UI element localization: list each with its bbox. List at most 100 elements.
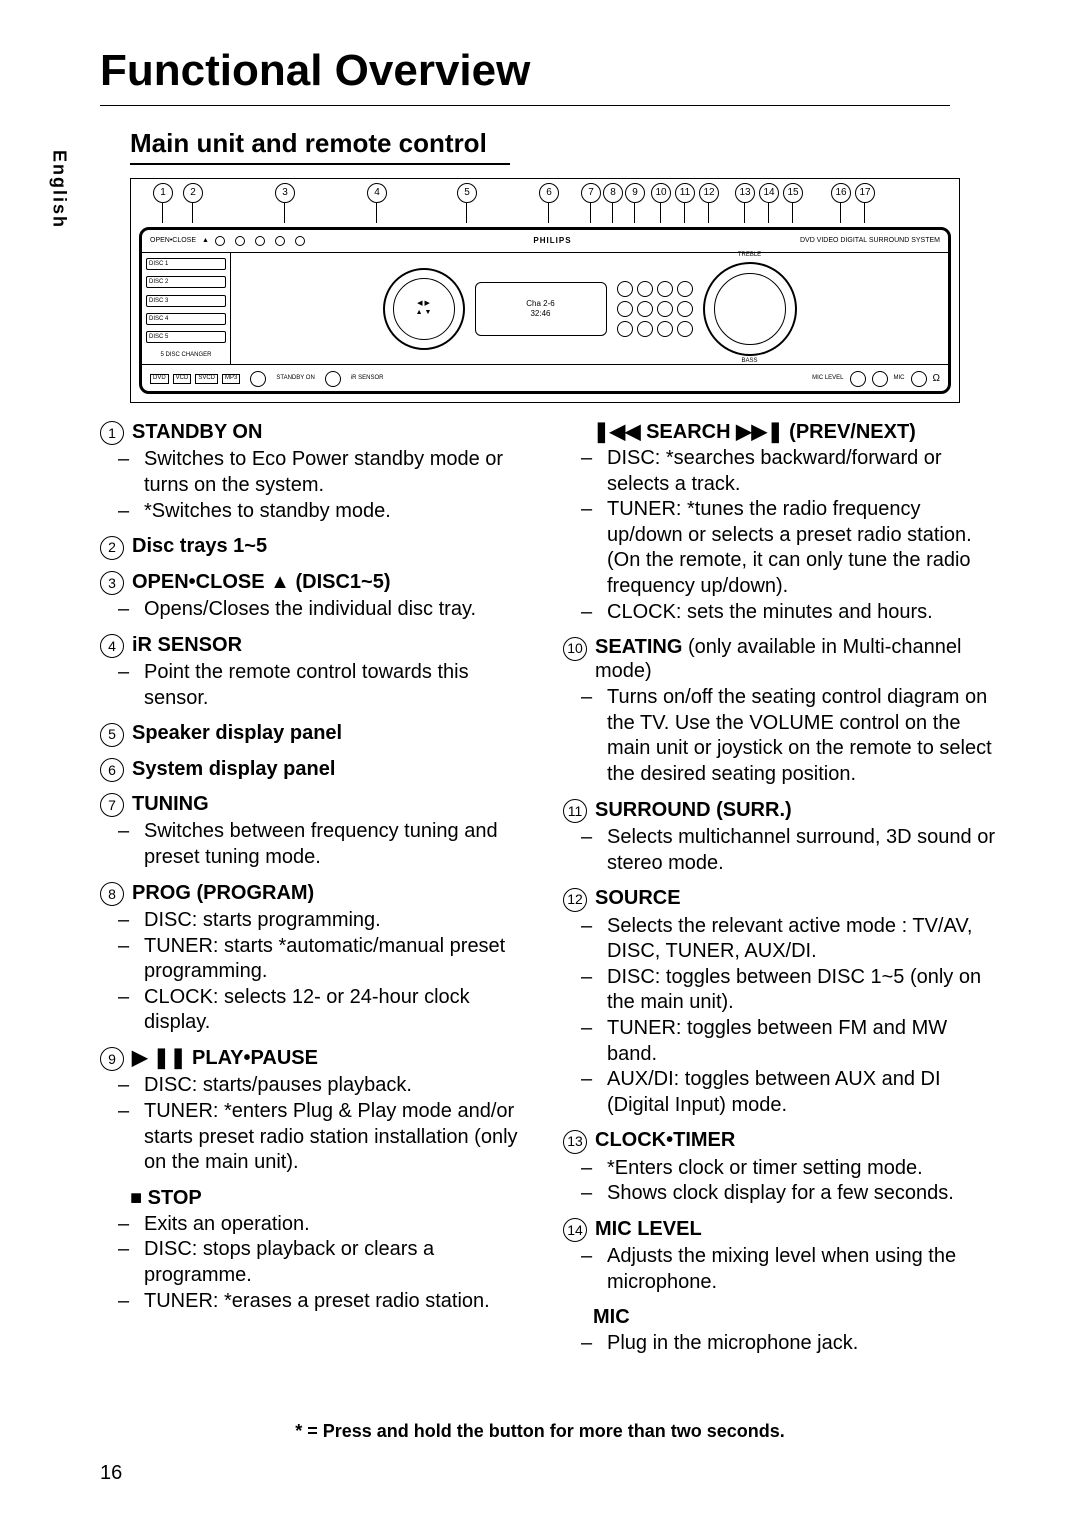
circled-number: 5 [100, 723, 124, 747]
page-title: Functional Overview [100, 45, 530, 98]
ir-sensor-icon [325, 371, 341, 387]
bullet: Opens/Closes the individual disc tray. [100, 597, 537, 623]
callout-number: 5 [457, 183, 477, 203]
feature-item: 5 Speaker display panel [100, 721, 537, 746]
item-heading: 5 Speaker display panel [100, 721, 537, 746]
circled-number: 10 [563, 637, 587, 661]
circled-number: 12 [563, 888, 587, 912]
bullet: Switches to Eco Power standby mode or tu… [100, 447, 537, 498]
display-panel: Cha 2-6 32:46 [475, 282, 607, 336]
unit-outline: OPEN•CLOSE ▲ PHILIPS DVD VIDEO DIGITAL S… [139, 227, 951, 394]
language-tab: English [48, 150, 70, 229]
item-label: SURROUND (SURR.) [595, 798, 792, 822]
item-heading: 8PROG (PROGRAM) [100, 881, 537, 906]
item-label: TUNING [132, 792, 209, 816]
disc-slot: DISC 3 [146, 295, 226, 307]
standby-button-icon [250, 371, 266, 387]
callout-number: 17 [855, 183, 875, 203]
format-badges: DVD VCD SVCD MP3 [150, 374, 240, 383]
feature-item: 4iR SENSORPoint the remote control towar… [100, 633, 537, 712]
item-label: Speaker display panel [132, 721, 342, 745]
circled-number: 7 [100, 793, 124, 817]
bullet: Turns on/off the seating control diagram… [563, 685, 1000, 787]
feature-item: 1 STANDBY ON Switches to Eco Power standby… [100, 420, 537, 524]
item-heading: 10 SEATING (only available in Multi-chann… [563, 635, 1000, 683]
bullet: Switches between frequency tuning and pr… [100, 819, 537, 870]
bullet: Adjusts the mixing level when using the … [563, 1244, 1000, 1295]
volume-knob [703, 262, 797, 356]
callout-number: 4 [367, 183, 387, 203]
open-close-label: OPEN•CLOSE [150, 237, 196, 245]
item-heading: 4iR SENSOR [100, 633, 537, 658]
circled-number: 2 [100, 536, 124, 560]
callout-number: 7 [581, 183, 601, 203]
bullet: CLOCK: selects 12- or 24-hour clock disp… [100, 985, 537, 1036]
feature-item: 11SURROUND (SURR.)Selects multichannel s… [563, 798, 1000, 877]
page-number: 16 [100, 1461, 122, 1485]
circled-number: 6 [100, 758, 124, 782]
bullet: TUNER: *enters Plug & Play mode and/or s… [100, 1099, 537, 1176]
callout-number: 3 [275, 183, 295, 203]
circled-number: 9 [100, 1047, 124, 1071]
feature-item: 3OPEN•CLOSE ▲ (DISC1~5)Opens/Closes the … [100, 570, 537, 623]
item-label: STANDBY ON [132, 420, 262, 444]
callout-number: 1 [153, 183, 173, 203]
item-label: iR SENSOR [132, 633, 242, 657]
bullet: TUNER: toggles between FM and MW band. [563, 1016, 1000, 1067]
item-bullets: DISC: starts/pauses playback.TUNER: *ent… [100, 1073, 537, 1175]
item-bullets: Exits an operation.DISC: stops playback … [100, 1212, 537, 1314]
item-bullets: Switches between frequency tuning and pr… [100, 819, 537, 870]
changer-label: 5 DISC CHANGER [146, 352, 226, 359]
bullet: AUX/DI: toggles between AUX and DI (Digi… [563, 1067, 1000, 1118]
disc-slot: DISC 1 [146, 258, 226, 270]
bullet: DISC: stops playback or clears a program… [100, 1237, 537, 1288]
item-label: SEATING (only available in Multi-channel… [595, 635, 1000, 683]
standby-label: STANDBY ON [276, 375, 314, 382]
item-bullets: Opens/Closes the individual disc tray. [100, 597, 537, 623]
bullet: Point the remote control towards this se… [100, 660, 537, 711]
callout-number: 8 [603, 183, 623, 203]
callout-number: 11 [675, 183, 695, 203]
item-label: ▶ ❚❚ PLAY•PAUSE [132, 1046, 318, 1070]
callout-number: 2 [183, 183, 203, 203]
item-label: SOURCE [595, 886, 681, 910]
footnote: * = Press and hold the button for more t… [0, 1421, 1080, 1443]
item-bullets: Adjusts the mixing level when using the … [563, 1244, 1000, 1295]
item-label: PROG (PROGRAM) [132, 881, 314, 905]
item-heading: 14 MIC LEVEL [563, 1217, 1000, 1242]
feature-item: 7 TUNING Switches between frequency tuning… [100, 792, 537, 871]
bullet: TUNER: *tunes the radio frequency up/dow… [563, 497, 1000, 599]
eject-icon: ▲ [202, 237, 209, 245]
item-label: MIC LEVEL [595, 1217, 702, 1241]
item-bullets: Switches to Eco Power standby mode or tu… [100, 447, 537, 524]
circled-number: 14 [563, 1218, 587, 1242]
item-heading: 13CLOCK•TIMER [563, 1128, 1000, 1153]
circled-number: 1 [100, 421, 124, 445]
feature-item: ■ STOPExits an operation.DISC: stops pla… [100, 1186, 537, 1314]
item-heading: 6System display panel [100, 757, 537, 782]
feature-item: 10 SEATING (only available in Multi-chann… [563, 635, 1000, 787]
bullet: TUNER: *erases a preset radio station. [100, 1289, 537, 1315]
item-label: ❚◀◀ SEARCH ▶▶❚ (PREV/NEXT) [593, 420, 916, 444]
title-rule [100, 105, 950, 106]
circled-number: 13 [563, 1130, 587, 1154]
bullet: DISC: toggles between DISC 1~5 (only on … [563, 965, 1000, 1016]
unit-diagram: 1234567891011121314151617 OPEN•CLOSE ▲ P… [130, 178, 960, 403]
item-heading: ■ STOP [100, 1186, 537, 1210]
feature-item: 9 ▶ ❚❚ PLAY•PAUSE DISC: starts/pauses play… [100, 1046, 537, 1176]
bullet: Selects the relevant active mode : TV/AV… [563, 914, 1000, 965]
item-bullets: DISC: *searches backward/forward or sele… [563, 446, 1000, 625]
feature-item: ❚◀◀ SEARCH ▶▶❚ (PREV/NEXT)DISC: *searche… [563, 420, 1000, 625]
item-label: ■ STOP [130, 1186, 202, 1210]
bullet: Shows clock display for a few seconds. [563, 1181, 1000, 1207]
ir-label: iR SENSOR [351, 375, 384, 382]
item-bullets: Turns on/off the seating control diagram… [563, 685, 1000, 787]
callout-number: 15 [783, 183, 803, 203]
bullet: DISC: starts programming. [100, 908, 537, 934]
callout-number: 13 [735, 183, 755, 203]
bullet: *Enters clock or timer setting mode. [563, 1156, 1000, 1182]
disc-slots: DISC 1 DISC 2 DISC 3 DISC 4 DISC 5 5 DIS… [142, 253, 231, 364]
disc-slot: DISC 4 [146, 313, 226, 325]
disc-slot: DISC 5 [146, 331, 226, 343]
bullet: Exits an operation. [100, 1212, 537, 1238]
